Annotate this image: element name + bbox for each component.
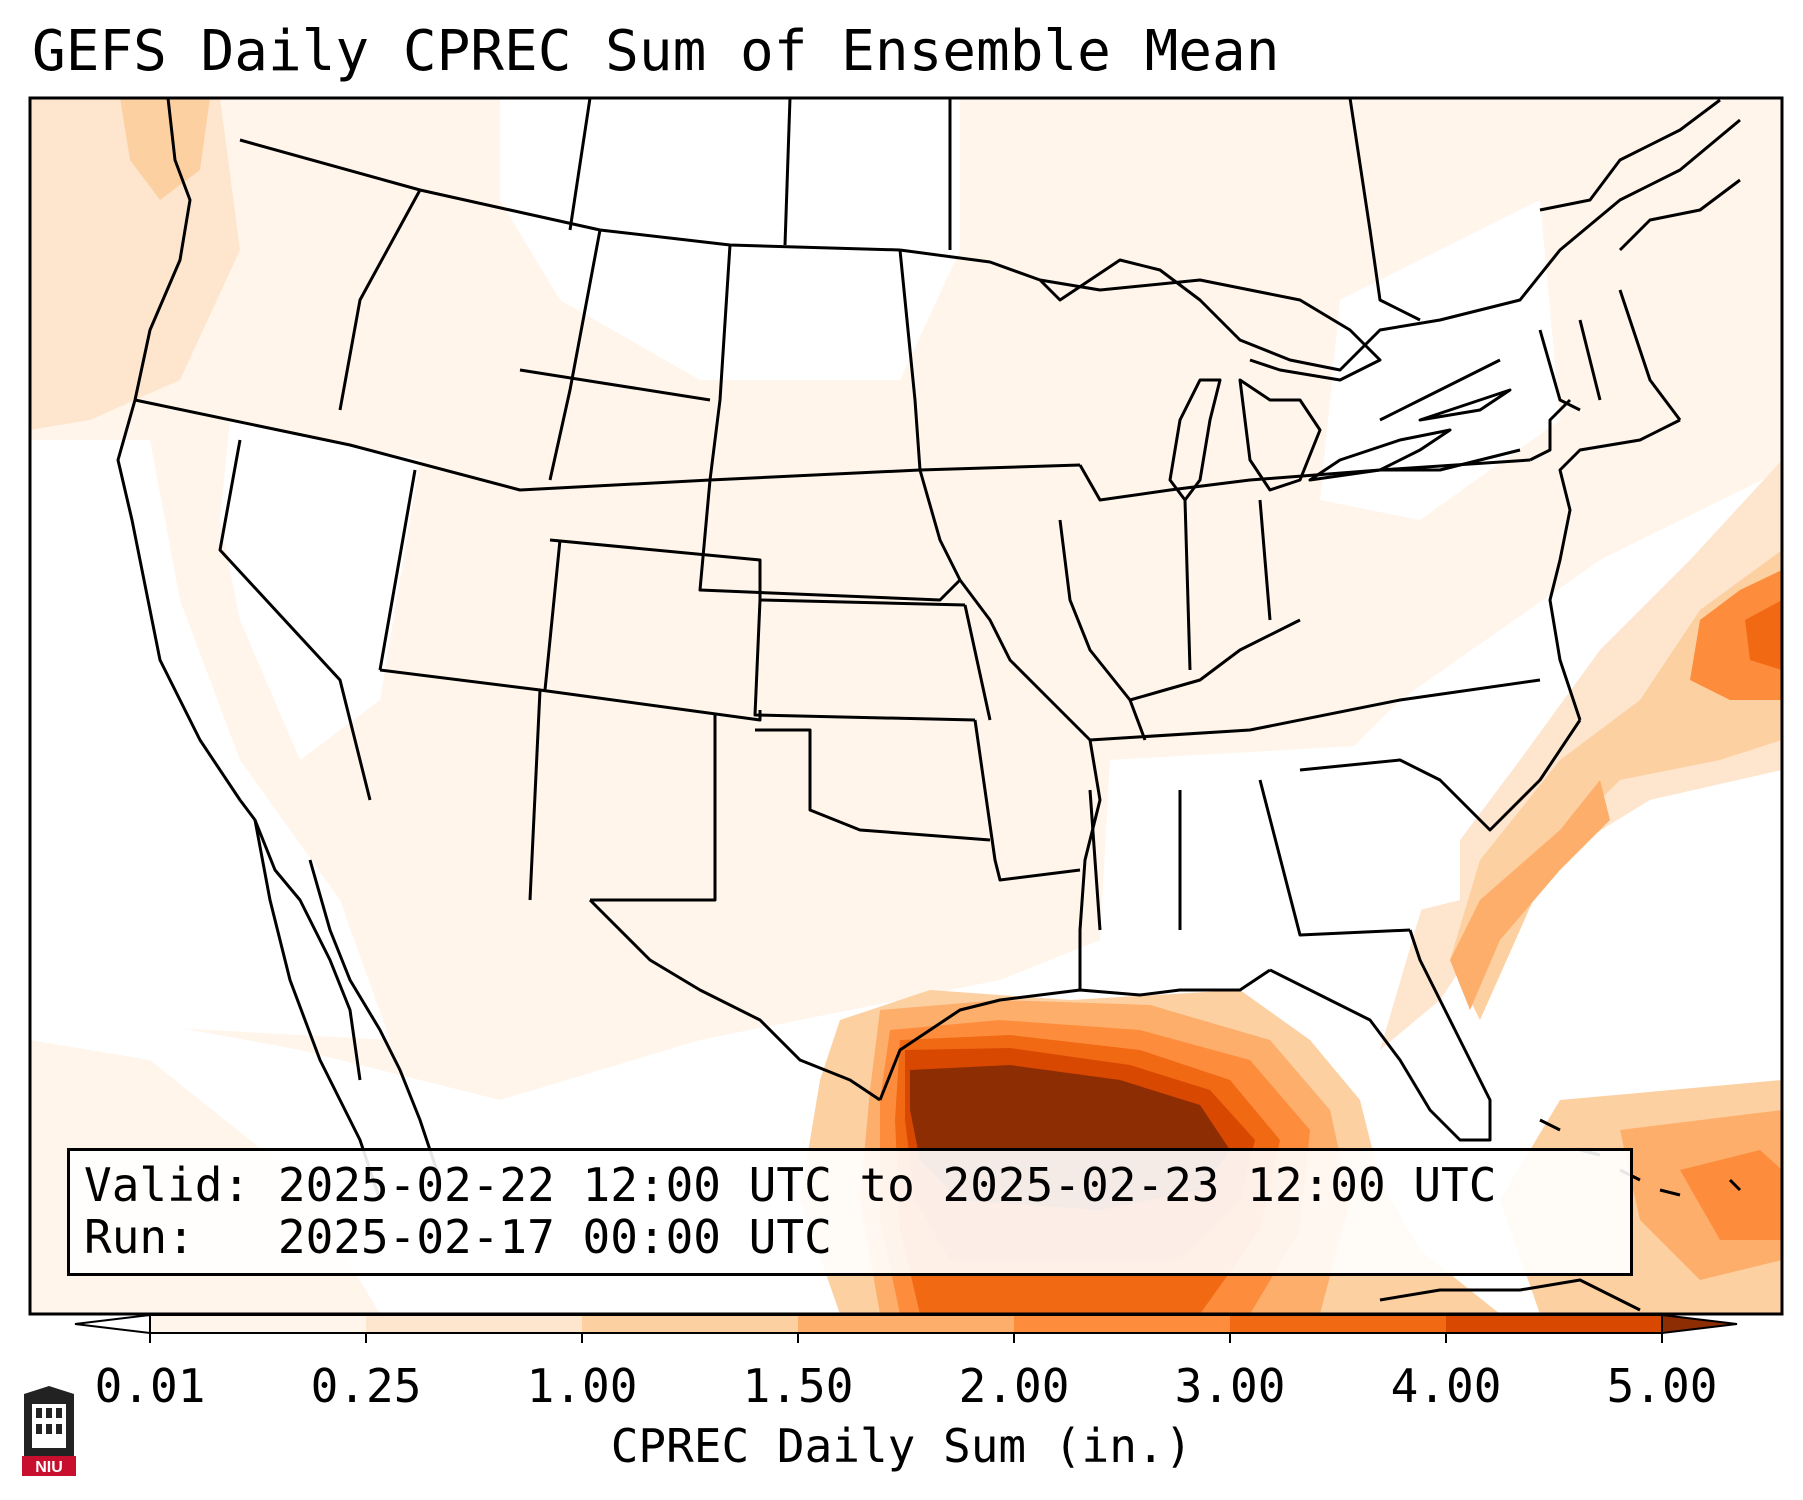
colorbar-tick-label: 2.00 (958, 1359, 1070, 1413)
colorbar-tick-label: 0.01 (94, 1359, 206, 1413)
colorbar-extend-low (74, 1313, 151, 1335)
svg-text:NIU: NIU (35, 1459, 63, 1476)
run-value: 2025-02-17 00:00 UTC (277, 1210, 832, 1264)
colorbar-segment (1230, 1315, 1447, 1333)
colorbar-segment (366, 1315, 583, 1333)
colorbar-tick-label: 1.00 (526, 1359, 638, 1413)
colorbar-frame (149, 1314, 1663, 1334)
colorbar (74, 1313, 1738, 1343)
colorbar-tick-label: 4.00 (1390, 1359, 1502, 1413)
logo-banner (22, 1456, 76, 1476)
valid-value: 2025-02-22 12:00 UTC to 2025-02-23 12:00… (277, 1158, 1497, 1212)
valid-time-line: Valid: 2025-02-22 12:00 UTC to 2025-02-2… (84, 1159, 1496, 1211)
run-label: Run: (84, 1210, 195, 1264)
colorbar-tick-label: 3.00 (1174, 1359, 1286, 1413)
colorbar-label: CPREC Daily Sum (in.) (610, 1419, 1193, 1473)
valid-run-box: Valid: 2025-02-22 12:00 UTC to 2025-02-2… (67, 1148, 1633, 1276)
niu-logo: NIU (22, 1386, 76, 1476)
precip-field (30, 98, 1782, 1314)
state-borders (116, 98, 1742, 1312)
colorbar-extend-high (1661, 1313, 1738, 1335)
colorbar-segment (150, 1315, 367, 1333)
valid-label: Valid: (84, 1158, 251, 1212)
map-title: GEFS Daily CPREC Sum of Ensemble Mean (32, 19, 1280, 84)
colorbar-segment (582, 1315, 799, 1333)
run-time-line: Run: 2025-02-17 00:00 UTC (84, 1211, 832, 1263)
colorbar-segment (1014, 1315, 1231, 1333)
colorbar-tick-label: 1.50 (742, 1359, 854, 1413)
colorbar-tick-label: 5.00 (1606, 1359, 1718, 1413)
colorbar-segment (1446, 1315, 1663, 1333)
colorbar-segment (798, 1315, 1015, 1333)
colorbar-tick-label: 0.25 (310, 1359, 422, 1413)
